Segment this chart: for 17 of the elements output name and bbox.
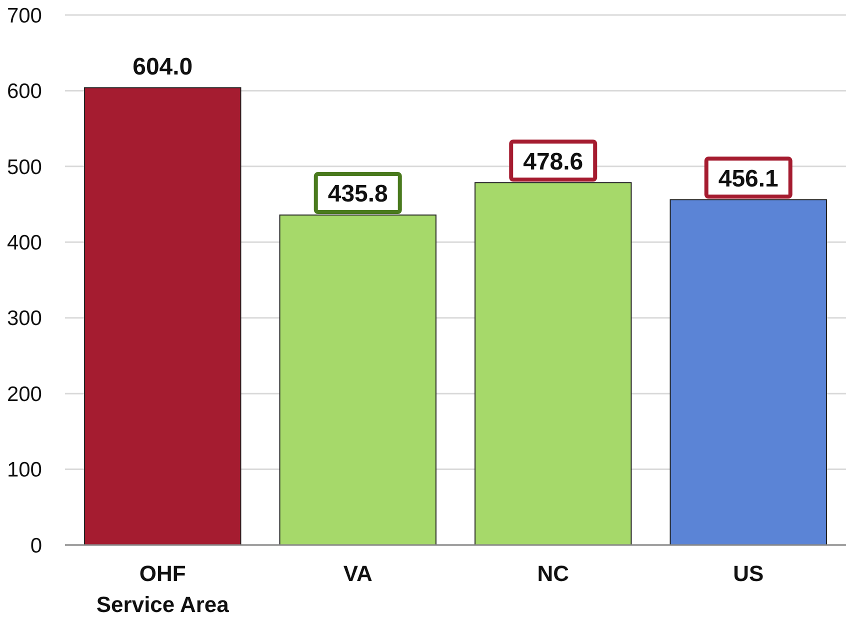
y-tick-label: 100	[6, 458, 42, 482]
bar	[84, 87, 242, 546]
data-label: 456.1	[718, 165, 778, 192]
y-tick-label: 200	[6, 382, 42, 406]
y-tick-label: 300	[6, 307, 42, 330]
data-label: 604.0	[132, 53, 193, 80]
x-tick-label: VA	[343, 561, 372, 586]
x-tick-label: OHF Service Area	[96, 561, 230, 617]
data-label: 435.8	[328, 180, 388, 208]
x-tick-label: US	[733, 561, 764, 586]
y-tick-label: 600	[6, 80, 42, 104]
y-tick-label: 400	[6, 231, 42, 254]
x-tick-label: NC	[537, 561, 570, 586]
y-tick-label: 500	[6, 156, 42, 179]
data-label: 478.6	[523, 148, 584, 176]
y-tick-label: 700	[6, 4, 42, 28]
y-tick-label: 0	[30, 534, 42, 558]
